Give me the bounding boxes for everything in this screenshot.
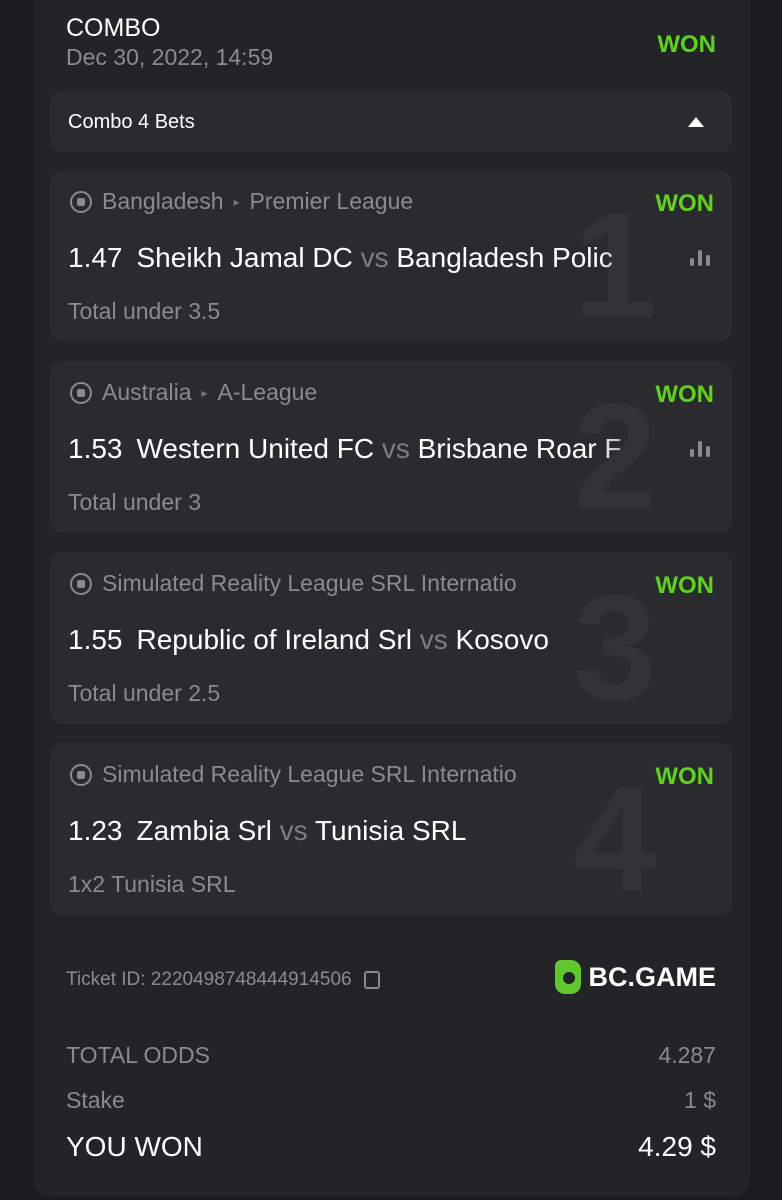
leg-status: WON xyxy=(655,381,714,408)
league-path[interactable]: Australia ▸ A-League xyxy=(70,379,630,406)
league: Premier League xyxy=(249,188,414,214)
total-odds-label: TOTAL ODDS xyxy=(66,1042,210,1068)
leg-number-watermark: 4 xyxy=(573,754,657,915)
home-team: Western United FC xyxy=(136,433,375,464)
combo-toggle[interactable]: Combo 4 Bets xyxy=(50,90,732,152)
match[interactable]: 1.55 Republic of Ireland Srl vs Kosovo xyxy=(68,624,658,656)
stake-value: 1 $ xyxy=(684,1087,716,1113)
vs-label: vs xyxy=(360,242,389,273)
vs-label: vs xyxy=(381,433,410,464)
league-path[interactable]: Simulated Reality League SRL Internatio xyxy=(70,761,630,788)
league-path[interactable]: Simulated Reality League SRL Internatio xyxy=(70,570,630,597)
match[interactable]: 1.47 Sheikh Jamal DC vs Bangladesh Polic xyxy=(68,242,658,274)
odds: 1.23 xyxy=(68,815,123,846)
bet-leg[interactable]: 4 Simulated Reality League SRL Internati… xyxy=(50,743,732,915)
bet-date: Dec 30, 2022, 14:59 xyxy=(66,44,274,70)
odds: 1.53 xyxy=(68,433,123,464)
away-team: Tunisia SRL xyxy=(314,815,467,846)
caret-up-icon[interactable] xyxy=(688,117,704,127)
combo-label: Combo 4 Bets xyxy=(68,111,195,133)
away-team: Bangladesh Polic xyxy=(396,242,613,273)
away-team: Brisbane Roar F xyxy=(417,433,622,464)
chevron-right-icon: ▸ xyxy=(201,385,208,400)
vs-label: vs xyxy=(279,815,308,846)
league-path[interactable]: Bangladesh ▸ Premier League xyxy=(70,188,630,215)
bet-leg[interactable]: 2 Australia ▸ A-League WON 1.53 Western Un… xyxy=(50,361,732,533)
brand-name: BC.GAME xyxy=(588,961,717,992)
leg-status: WON xyxy=(655,190,714,217)
ticket-id: Ticket ID: 2220498748444914506 xyxy=(66,969,380,991)
leg-status: WON xyxy=(655,763,714,790)
market: 1x2 Tunisia SRL xyxy=(68,871,236,897)
leg-status: WON xyxy=(655,572,714,599)
brand-logo: BC.GAME xyxy=(554,960,717,994)
stats-icon[interactable] xyxy=(690,439,710,457)
bet-leg[interactable]: 1 Bangladesh ▸ Premier League WON 1.47 She… xyxy=(50,170,732,342)
you-won-label: YOU WON xyxy=(66,1131,203,1162)
chevron-right-icon: ▸ xyxy=(233,194,240,209)
country: Bangladesh xyxy=(102,188,224,214)
soccer-ball-icon xyxy=(70,190,92,213)
market: Total under 3.5 xyxy=(68,298,221,324)
country: Simulated Reality League SRL Internatio xyxy=(102,761,517,787)
bet-leg[interactable]: 3 Simulated Reality League SRL Internati… xyxy=(50,552,732,724)
country: Simulated Reality League SRL Internatio xyxy=(102,570,517,596)
bc-game-logo-icon xyxy=(554,960,581,994)
copy-icon[interactable] xyxy=(363,971,380,989)
soccer-ball-icon xyxy=(70,572,92,595)
league: A-League xyxy=(217,379,318,405)
ticket-id-text: Ticket ID: 2220498748444914506 xyxy=(66,969,352,990)
odds: 1.47 xyxy=(68,242,123,273)
away-team: Kosovo xyxy=(455,624,549,655)
soccer-ball-icon xyxy=(70,381,92,404)
home-team: Republic of Ireland Srl xyxy=(136,624,412,655)
stake-label: Stake xyxy=(66,1087,125,1113)
home-team: Zambia Srl xyxy=(136,815,272,846)
vs-label: vs xyxy=(419,624,448,655)
market: Total under 2.5 xyxy=(68,680,221,706)
stats-icon[interactable] xyxy=(690,248,710,266)
home-team: Sheikh Jamal DC xyxy=(136,242,353,273)
odds: 1.55 xyxy=(68,624,123,655)
leg-number-watermark: 1 xyxy=(573,181,657,342)
leg-number-watermark: 2 xyxy=(573,372,657,533)
status-badge: WON xyxy=(657,31,716,58)
market: Total under 3 xyxy=(68,489,201,515)
match[interactable]: 1.53 Western United FC vs Brisbane Roar F xyxy=(68,433,658,465)
bet-type-title: COMBO xyxy=(66,14,161,42)
match[interactable]: 1.23 Zambia Srl vs Tunisia SRL xyxy=(68,815,658,847)
soccer-ball-icon xyxy=(70,763,92,786)
leg-number-watermark: 3 xyxy=(573,563,657,724)
country: Australia xyxy=(102,379,192,405)
you-won-value: 4.29 $ xyxy=(638,1131,716,1162)
total-odds-value: 4.287 xyxy=(658,1042,716,1068)
